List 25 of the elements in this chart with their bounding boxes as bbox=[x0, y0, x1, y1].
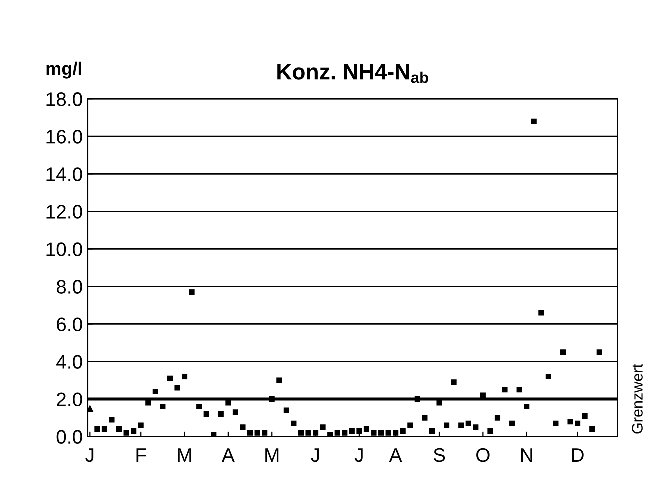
x-tick-label: N bbox=[521, 448, 532, 462]
x-tick-label: O bbox=[476, 448, 490, 462]
x-tick-label: J bbox=[86, 448, 94, 462]
x-tick-label: J bbox=[354, 448, 363, 462]
chart-title: Konz. NH4-N$_{ab}$ bbox=[278, 64, 428, 84]
y-tick-label: 0.0 bbox=[56, 430, 82, 444]
x-tick-label: F bbox=[136, 448, 146, 462]
x-tick-label: D bbox=[572, 448, 584, 462]
y-tick-label: 14.0 bbox=[46, 168, 82, 182]
x-tick-label: M bbox=[178, 448, 192, 462]
x-tick-label: A bbox=[222, 448, 235, 462]
y-tick-label: 6.0 bbox=[57, 318, 82, 332]
y-tick-label: 4.0 bbox=[56, 355, 82, 369]
y-tick-label: 2.0 bbox=[57, 392, 82, 407]
y-tick-label: 12.0 bbox=[46, 205, 82, 219]
y-tick-label: 10.0 bbox=[46, 242, 82, 256]
y-tick-label: 8.0 bbox=[56, 280, 82, 294]
x-tick-label: S bbox=[434, 448, 446, 462]
x-tick-label: A bbox=[389, 448, 402, 462]
y-tick-label: 18.0 bbox=[46, 92, 82, 106]
x-tick-label: J bbox=[311, 448, 320, 462]
y-tick-label: 16.0 bbox=[46, 130, 82, 144]
ref-line-label: Grenzwert bbox=[632, 364, 643, 434]
y-axis-title: mg/l bbox=[46, 62, 82, 79]
x-tick-label: M bbox=[266, 448, 279, 462]
